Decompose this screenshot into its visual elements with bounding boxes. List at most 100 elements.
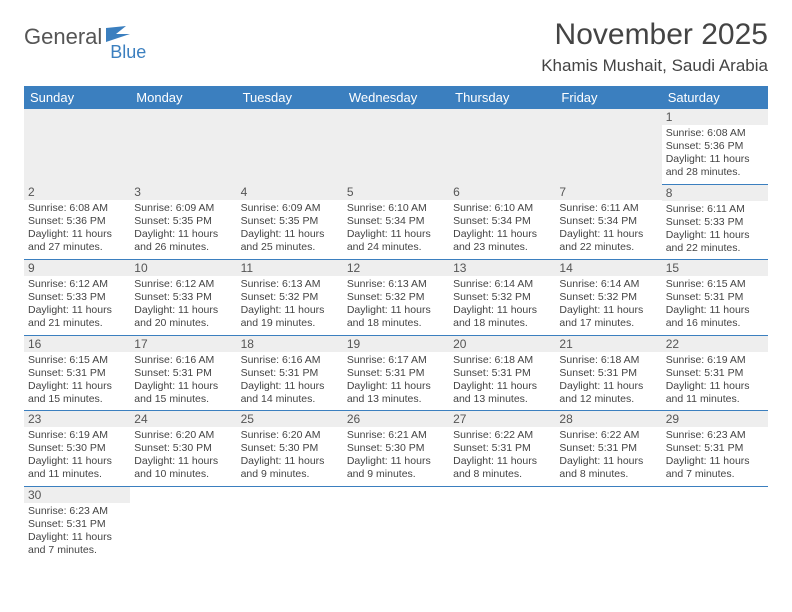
- day-info: Sunrise: 6:08 AMSunset: 5:36 PMDaylight:…: [24, 200, 130, 259]
- day-cell: 18Sunrise: 6:16 AMSunset: 5:31 PMDayligh…: [237, 335, 343, 411]
- day-cell: 30Sunrise: 6:23 AMSunset: 5:31 PMDayligh…: [24, 486, 130, 561]
- day-info: Sunrise: 6:12 AMSunset: 5:33 PMDaylight:…: [130, 276, 236, 335]
- day-cell: 28Sunrise: 6:22 AMSunset: 5:31 PMDayligh…: [555, 411, 661, 487]
- day-cell: 13Sunrise: 6:14 AMSunset: 5:32 PMDayligh…: [449, 260, 555, 336]
- day-cell: 16Sunrise: 6:15 AMSunset: 5:31 PMDayligh…: [24, 335, 130, 411]
- day-info: Sunrise: 6:22 AMSunset: 5:31 PMDaylight:…: [449, 427, 555, 486]
- weekday-header: Saturday: [662, 86, 768, 109]
- title-block: November 2025 Khamis Mushait, Saudi Arab…: [541, 18, 768, 76]
- weekday-header: Wednesday: [343, 86, 449, 109]
- day-number: 14: [555, 260, 661, 276]
- day-info: Sunrise: 6:10 AMSunset: 5:34 PMDaylight:…: [449, 200, 555, 259]
- empty-cell: [343, 109, 449, 184]
- day-number: 5: [343, 184, 449, 200]
- day-cell: 29Sunrise: 6:23 AMSunset: 5:31 PMDayligh…: [662, 411, 768, 487]
- day-number: 30: [24, 487, 130, 503]
- empty-cell: [555, 109, 661, 184]
- day-info: Sunrise: 6:22 AMSunset: 5:31 PMDaylight:…: [555, 427, 661, 486]
- day-number: 27: [449, 411, 555, 427]
- day-cell: 22Sunrise: 6:19 AMSunset: 5:31 PMDayligh…: [662, 335, 768, 411]
- location-subtitle: Khamis Mushait, Saudi Arabia: [541, 56, 768, 76]
- day-info: Sunrise: 6:16 AMSunset: 5:31 PMDaylight:…: [237, 352, 343, 411]
- day-info: Sunrise: 6:10 AMSunset: 5:34 PMDaylight:…: [343, 200, 449, 259]
- empty-cell: [343, 486, 449, 561]
- day-number: 1: [662, 109, 768, 125]
- day-cell: 6Sunrise: 6:10 AMSunset: 5:34 PMDaylight…: [449, 184, 555, 260]
- day-cell: 7Sunrise: 6:11 AMSunset: 5:34 PMDaylight…: [555, 184, 661, 260]
- day-info: Sunrise: 6:09 AMSunset: 5:35 PMDaylight:…: [130, 200, 236, 259]
- day-number: 28: [555, 411, 661, 427]
- day-number: 25: [237, 411, 343, 427]
- day-number: 7: [555, 184, 661, 200]
- day-cell: 21Sunrise: 6:18 AMSunset: 5:31 PMDayligh…: [555, 335, 661, 411]
- day-info: Sunrise: 6:15 AMSunset: 5:31 PMDaylight:…: [662, 276, 768, 335]
- day-info: Sunrise: 6:18 AMSunset: 5:31 PMDaylight:…: [449, 352, 555, 411]
- header-row: General Blue November 2025 Khamis Mushai…: [24, 18, 768, 76]
- day-info: Sunrise: 6:14 AMSunset: 5:32 PMDaylight:…: [555, 276, 661, 335]
- calendar-header: SundayMondayTuesdayWednesdayThursdayFrid…: [24, 86, 768, 109]
- day-cell: 5Sunrise: 6:10 AMSunset: 5:34 PMDaylight…: [343, 184, 449, 260]
- day-cell: 19Sunrise: 6:17 AMSunset: 5:31 PMDayligh…: [343, 335, 449, 411]
- brand-logo: General Blue: [24, 18, 146, 63]
- day-number: 18: [237, 336, 343, 352]
- weekday-header: Sunday: [24, 86, 130, 109]
- day-info: Sunrise: 6:19 AMSunset: 5:31 PMDaylight:…: [662, 352, 768, 411]
- calendar-row: 1Sunrise: 6:08 AMSunset: 5:36 PMDaylight…: [24, 109, 768, 184]
- day-cell: 9Sunrise: 6:12 AMSunset: 5:33 PMDaylight…: [24, 260, 130, 336]
- calendar-table: SundayMondayTuesdayWednesdayThursdayFrid…: [24, 86, 768, 561]
- day-info: Sunrise: 6:19 AMSunset: 5:30 PMDaylight:…: [24, 427, 130, 486]
- weekday-header: Friday: [555, 86, 661, 109]
- day-info: Sunrise: 6:17 AMSunset: 5:31 PMDaylight:…: [343, 352, 449, 411]
- day-info: Sunrise: 6:14 AMSunset: 5:32 PMDaylight:…: [449, 276, 555, 335]
- empty-cell: [662, 486, 768, 561]
- empty-cell: [449, 486, 555, 561]
- day-info: Sunrise: 6:11 AMSunset: 5:34 PMDaylight:…: [555, 200, 661, 259]
- calendar-row: 30Sunrise: 6:23 AMSunset: 5:31 PMDayligh…: [24, 486, 768, 561]
- day-number: 24: [130, 411, 236, 427]
- day-info: Sunrise: 6:08 AMSunset: 5:36 PMDaylight:…: [662, 125, 768, 184]
- day-number: 6: [449, 184, 555, 200]
- empty-cell: [237, 109, 343, 184]
- day-info: Sunrise: 6:13 AMSunset: 5:32 PMDaylight:…: [343, 276, 449, 335]
- day-info: Sunrise: 6:15 AMSunset: 5:31 PMDaylight:…: [24, 352, 130, 411]
- day-cell: 12Sunrise: 6:13 AMSunset: 5:32 PMDayligh…: [343, 260, 449, 336]
- empty-cell: [130, 109, 236, 184]
- month-title: November 2025: [541, 18, 768, 52]
- calendar-body: 1Sunrise: 6:08 AMSunset: 5:36 PMDaylight…: [24, 109, 768, 561]
- day-number: 8: [662, 185, 768, 201]
- weekday-header: Monday: [130, 86, 236, 109]
- empty-cell: [555, 486, 661, 561]
- day-info: Sunrise: 6:21 AMSunset: 5:30 PMDaylight:…: [343, 427, 449, 486]
- day-number: 29: [662, 411, 768, 427]
- day-number: 9: [24, 260, 130, 276]
- day-cell: 17Sunrise: 6:16 AMSunset: 5:31 PMDayligh…: [130, 335, 236, 411]
- day-cell: 15Sunrise: 6:15 AMSunset: 5:31 PMDayligh…: [662, 260, 768, 336]
- day-cell: 11Sunrise: 6:13 AMSunset: 5:32 PMDayligh…: [237, 260, 343, 336]
- calendar-row: 2Sunrise: 6:08 AMSunset: 5:36 PMDaylight…: [24, 184, 768, 260]
- day-cell: 27Sunrise: 6:22 AMSunset: 5:31 PMDayligh…: [449, 411, 555, 487]
- day-info: Sunrise: 6:23 AMSunset: 5:31 PMDaylight:…: [662, 427, 768, 486]
- day-cell: 24Sunrise: 6:20 AMSunset: 5:30 PMDayligh…: [130, 411, 236, 487]
- empty-cell: [237, 486, 343, 561]
- empty-cell: [130, 486, 236, 561]
- day-number: 23: [24, 411, 130, 427]
- day-info: Sunrise: 6:11 AMSunset: 5:33 PMDaylight:…: [662, 201, 768, 260]
- day-info: Sunrise: 6:16 AMSunset: 5:31 PMDaylight:…: [130, 352, 236, 411]
- day-number: 21: [555, 336, 661, 352]
- calendar-row: 9Sunrise: 6:12 AMSunset: 5:33 PMDaylight…: [24, 260, 768, 336]
- day-number: 2: [24, 184, 130, 200]
- day-cell: 10Sunrise: 6:12 AMSunset: 5:33 PMDayligh…: [130, 260, 236, 336]
- day-number: 16: [24, 336, 130, 352]
- empty-cell: [449, 109, 555, 184]
- day-cell: 8Sunrise: 6:11 AMSunset: 5:33 PMDaylight…: [662, 184, 768, 260]
- day-number: 17: [130, 336, 236, 352]
- day-cell: 1Sunrise: 6:08 AMSunset: 5:36 PMDaylight…: [662, 109, 768, 184]
- day-number: 13: [449, 260, 555, 276]
- day-number: 26: [343, 411, 449, 427]
- calendar-row: 23Sunrise: 6:19 AMSunset: 5:30 PMDayligh…: [24, 411, 768, 487]
- calendar-row: 16Sunrise: 6:15 AMSunset: 5:31 PMDayligh…: [24, 335, 768, 411]
- weekday-header: Tuesday: [237, 86, 343, 109]
- day-number: 3: [130, 184, 236, 200]
- day-cell: 20Sunrise: 6:18 AMSunset: 5:31 PMDayligh…: [449, 335, 555, 411]
- calendar-page: General Blue November 2025 Khamis Mushai…: [0, 0, 792, 612]
